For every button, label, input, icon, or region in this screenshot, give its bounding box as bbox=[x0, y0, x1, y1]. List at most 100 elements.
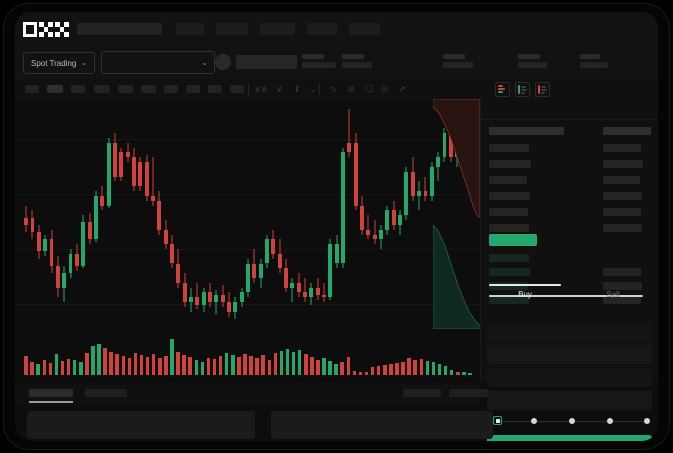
bottom-tab-3[interactable] bbox=[449, 389, 489, 397]
toolbar-divider bbox=[248, 83, 249, 95]
orderbook-bid-price[interactable] bbox=[489, 254, 529, 262]
percent-slider[interactable] bbox=[493, 416, 651, 427]
bottom-panel-1[interactable] bbox=[271, 411, 493, 439]
nav-item-0[interactable] bbox=[77, 23, 162, 35]
volume-bar bbox=[121, 356, 126, 375]
okx-logo-icon[interactable] bbox=[23, 22, 69, 37]
timeframe-button-7[interactable] bbox=[186, 85, 200, 93]
fullscreen-icon[interactable]: ↗ bbox=[398, 83, 406, 94]
camera-icon[interactable]: ☐ bbox=[364, 83, 374, 94]
orderbook-ask-price[interactable] bbox=[489, 208, 528, 216]
timeframe-button-1[interactable] bbox=[47, 85, 63, 93]
slider-step-dot[interactable] bbox=[569, 418, 575, 424]
volume-bar bbox=[340, 362, 344, 375]
line-chart-icon[interactable]: ∿ bbox=[329, 83, 337, 94]
settings-gear-icon[interactable]: ◎ bbox=[381, 83, 389, 94]
nav-item-3[interactable] bbox=[260, 23, 295, 35]
orderbook-ask-price[interactable] bbox=[489, 176, 527, 184]
slider-step-dot[interactable] bbox=[607, 418, 613, 424]
orderbook-ask-price[interactable] bbox=[489, 144, 529, 152]
tab-sell[interactable]: Sell bbox=[606, 290, 620, 299]
candle bbox=[385, 109, 390, 319]
timeframe-button-4[interactable] bbox=[118, 85, 133, 93]
orderbook-scrollbar[interactable] bbox=[489, 295, 643, 297]
orderbook-ask-total bbox=[603, 144, 641, 152]
slider-step-dot[interactable] bbox=[644, 418, 650, 424]
candle-body bbox=[182, 282, 187, 303]
candle-type-icon[interactable]: ‖ bbox=[295, 84, 299, 94]
candle bbox=[227, 109, 231, 319]
candle bbox=[353, 109, 358, 319]
nav-item-4[interactable] bbox=[307, 23, 337, 35]
timeframe-button-3[interactable] bbox=[94, 85, 110, 93]
orderbook-bid-price[interactable] bbox=[489, 296, 529, 304]
timeframe-button-2[interactable] bbox=[71, 85, 85, 93]
timeframe-button-5[interactable] bbox=[141, 85, 156, 93]
candle-body bbox=[119, 152, 124, 177]
bottom-tab-2[interactable] bbox=[403, 389, 441, 397]
submit-order-button[interactable] bbox=[487, 435, 652, 441]
orderbook-ask-price[interactable] bbox=[489, 224, 529, 232]
candle-body bbox=[138, 162, 143, 187]
candle-body bbox=[49, 239, 54, 266]
trade-input-2[interactable] bbox=[487, 368, 652, 387]
volume-bar bbox=[243, 354, 247, 375]
candle-body bbox=[30, 217, 35, 233]
chevron-down-icon[interactable]: ⌄ bbox=[309, 83, 317, 94]
volume-bar bbox=[231, 355, 235, 375]
price-chart-pane[interactable] bbox=[15, 99, 481, 382]
candle bbox=[220, 109, 225, 319]
nav-item-2[interactable] bbox=[216, 23, 248, 35]
orderbook-bid-price[interactable] bbox=[489, 282, 528, 290]
volume-bar bbox=[212, 359, 217, 375]
magnet-icon[interactable]: ⊘ bbox=[347, 83, 355, 94]
bottom-tab-0[interactable] bbox=[29, 389, 73, 397]
indicator-icon[interactable]: ∨∧ bbox=[254, 83, 268, 94]
candle bbox=[423, 109, 428, 319]
volume-bar bbox=[334, 364, 338, 375]
volume-bar bbox=[133, 353, 138, 375]
candle bbox=[119, 109, 124, 319]
candle bbox=[290, 109, 295, 319]
slider-step-dot[interactable] bbox=[531, 418, 537, 424]
orderbook-last-price bbox=[489, 234, 537, 246]
spot-trading-button[interactable]: Spot Trading ⌄ bbox=[23, 52, 96, 74]
orderbook-ask-total bbox=[603, 224, 642, 232]
pair-name-redacted[interactable] bbox=[236, 55, 297, 69]
bottom-tab-1[interactable] bbox=[85, 389, 127, 397]
timeframe-button-6[interactable] bbox=[164, 85, 178, 93]
trade-input-1[interactable] bbox=[487, 345, 652, 364]
stat-value bbox=[443, 62, 473, 68]
volume-bar bbox=[85, 353, 89, 375]
logo-letter-k bbox=[39, 22, 53, 37]
candle-body bbox=[106, 142, 111, 206]
orderbook-ask-price[interactable] bbox=[489, 160, 531, 168]
candle-body bbox=[208, 292, 212, 303]
volume-bar bbox=[158, 358, 162, 375]
tab-buy[interactable]: Buy bbox=[518, 290, 532, 299]
compare-icon[interactable]: ∨ bbox=[275, 83, 283, 94]
trade-input-3[interactable] bbox=[487, 391, 652, 410]
nav-item-5[interactable] bbox=[349, 23, 380, 35]
orderbook-bids-icon[interactable] bbox=[515, 82, 530, 97]
timeframe-button-9[interactable] bbox=[230, 85, 244, 93]
orderbook-ask-price[interactable] bbox=[489, 192, 530, 200]
candle-body bbox=[176, 263, 181, 283]
candle-body bbox=[43, 239, 48, 252]
orderbook-bid-price[interactable] bbox=[489, 268, 530, 276]
orderbook-asks-icon[interactable] bbox=[535, 82, 550, 97]
timeframe-button-0[interactable] bbox=[25, 85, 39, 93]
slider-handle[interactable] bbox=[493, 416, 502, 425]
pair-select[interactable]: ⌄ bbox=[101, 51, 215, 74]
nav-item-1[interactable] bbox=[176, 23, 204, 35]
orderbook-both-icon[interactable] bbox=[495, 82, 510, 97]
candle bbox=[246, 109, 250, 319]
bottom-panel-0[interactable] bbox=[27, 411, 255, 439]
timeframe-button-8[interactable] bbox=[208, 85, 222, 93]
volume-bar bbox=[24, 356, 28, 375]
candle bbox=[214, 109, 219, 319]
volume-bar bbox=[316, 360, 320, 375]
trade-input-0[interactable] bbox=[487, 322, 652, 341]
candle-body bbox=[214, 294, 219, 303]
candle bbox=[341, 109, 346, 319]
